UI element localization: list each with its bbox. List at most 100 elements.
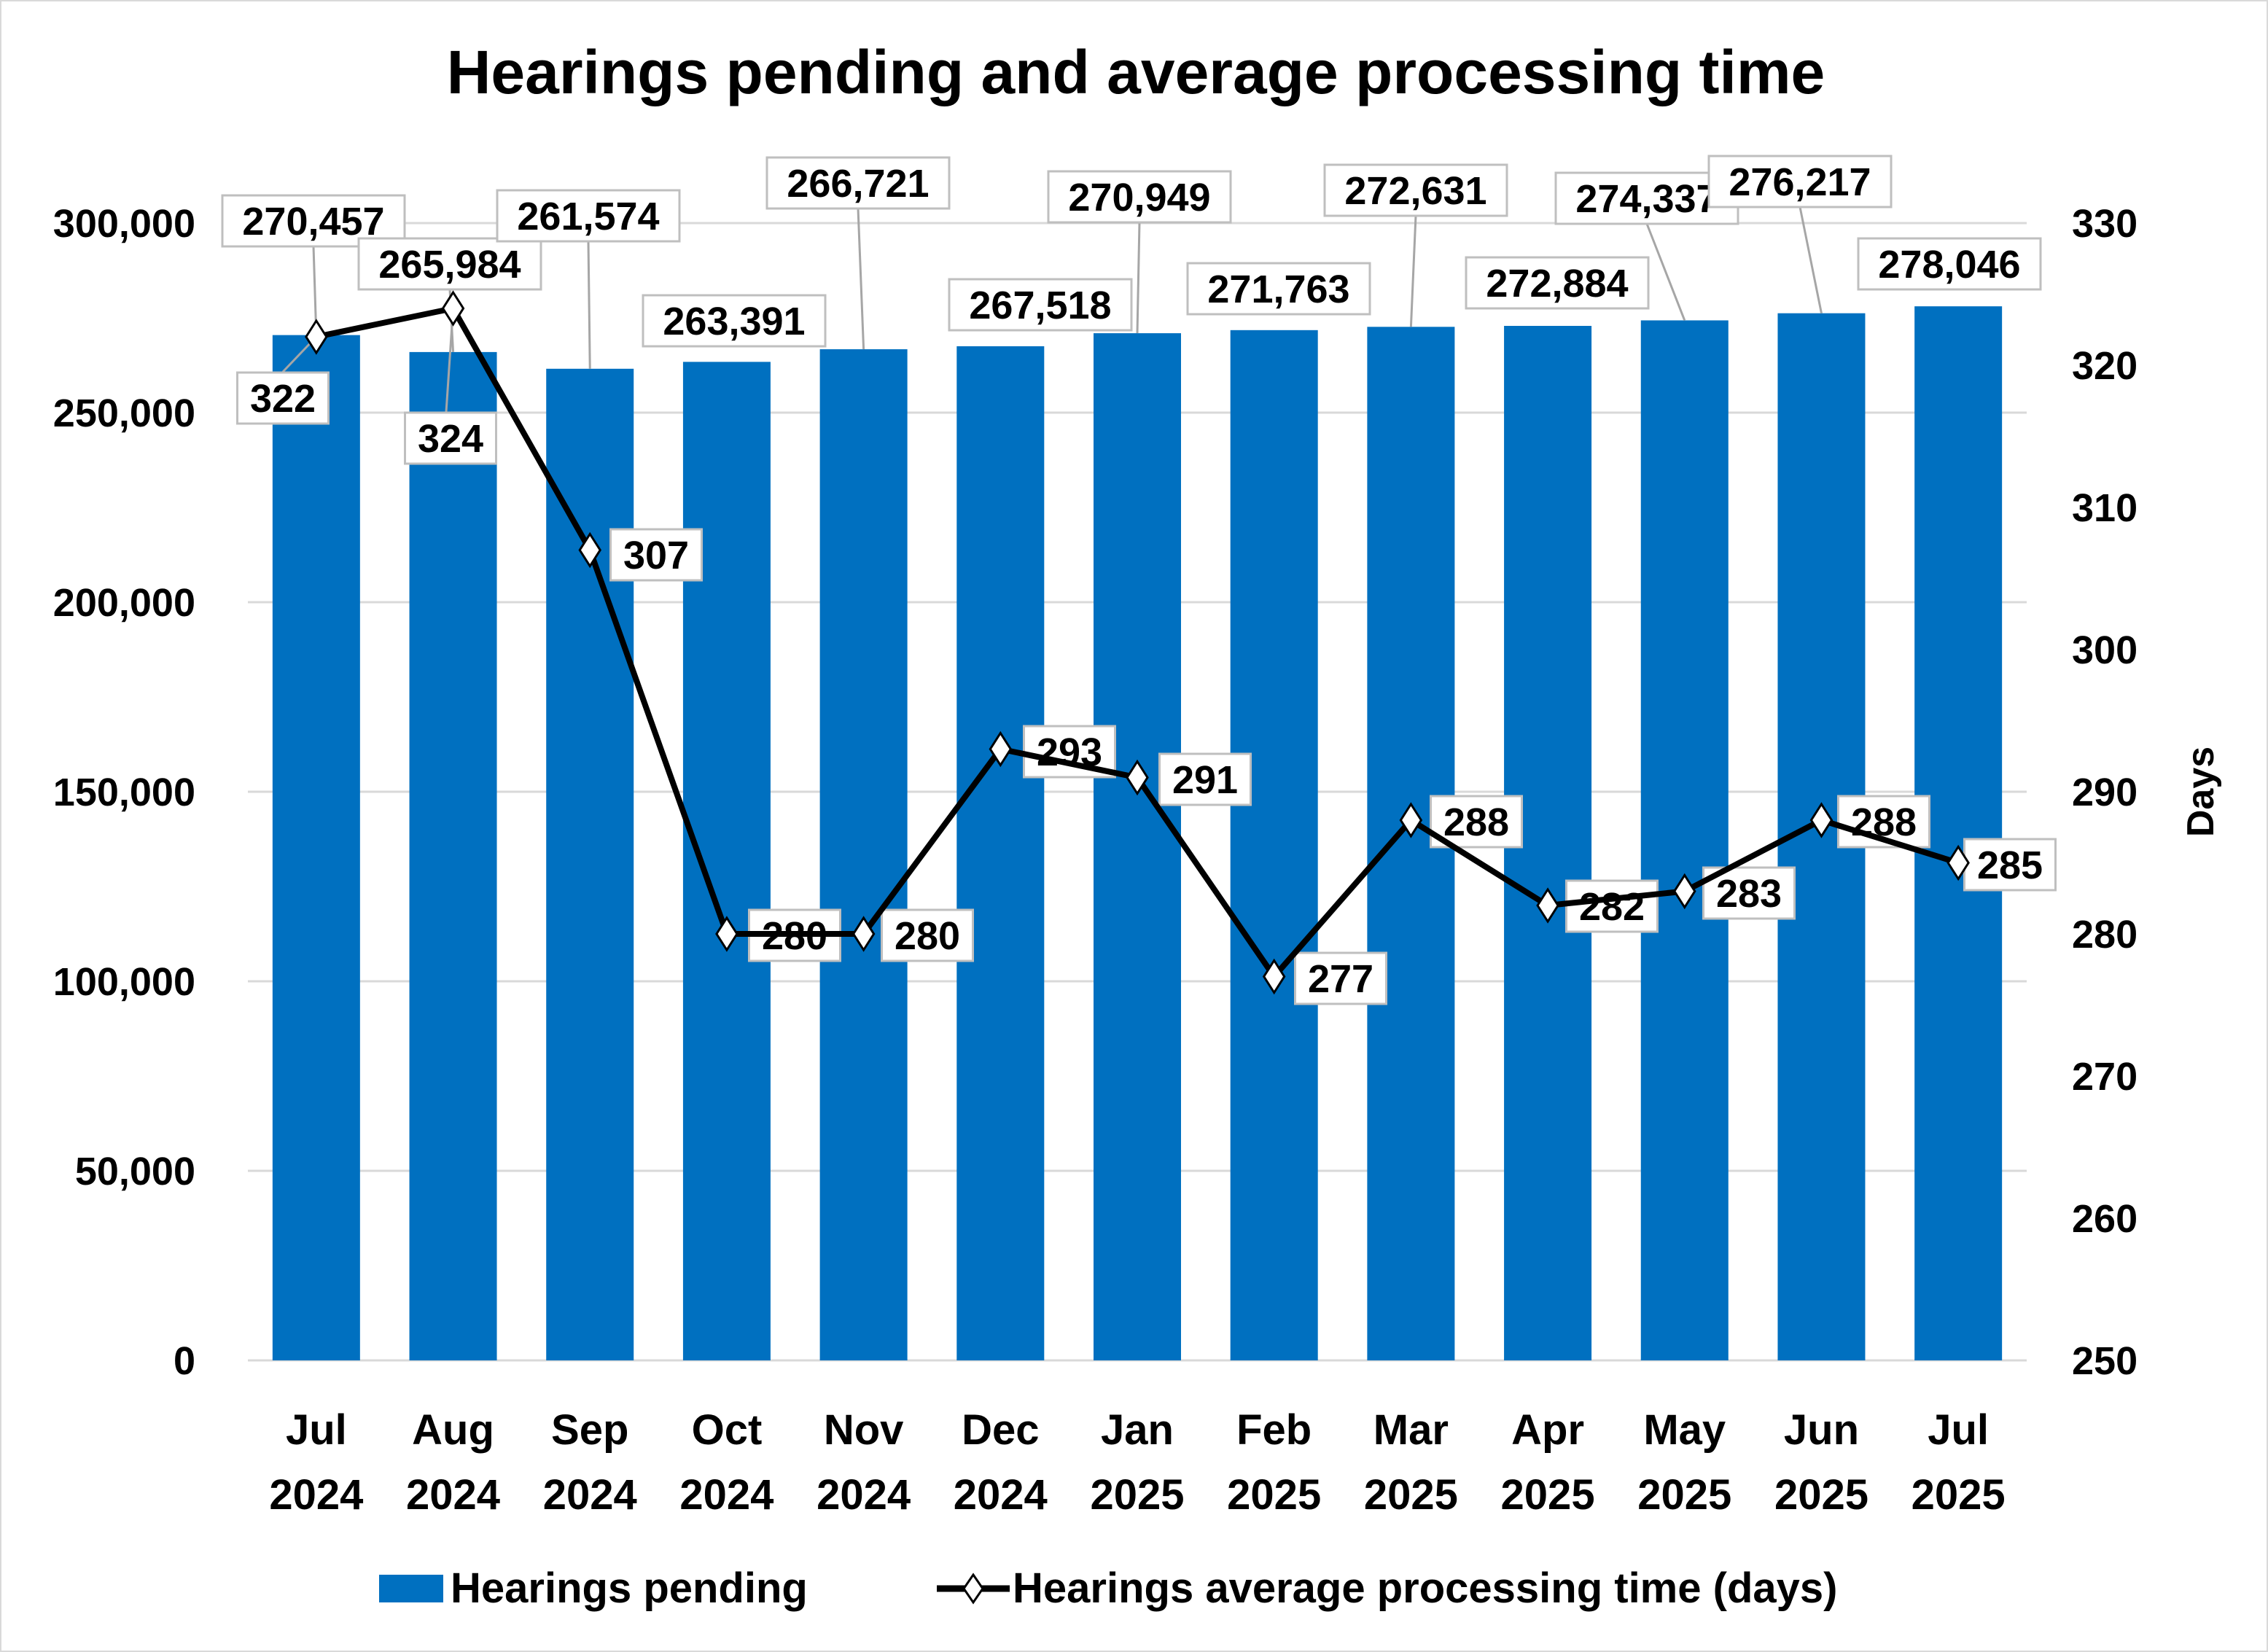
leader-line (857, 208, 865, 350)
x-axis-tick-month: Apr (1511, 1406, 1584, 1454)
bar-data-label: 263,391 (663, 300, 805, 343)
right-axis-tick-label: 300 (2072, 628, 2138, 672)
right-axis-tick-label: 270 (2072, 1055, 2138, 1099)
line-data-label-box (1158, 752, 1252, 806)
x-axis-tick-year: 2025 (1227, 1471, 1321, 1519)
left-axis-tick-label: 100,000 (53, 960, 195, 1004)
line-marker-diamond (1946, 844, 1970, 881)
bar-data-label-box (1323, 163, 1508, 217)
line-marker-diamond (578, 531, 602, 569)
line-marker-diamond (1809, 802, 1834, 838)
line-series-processing-time (305, 290, 1970, 995)
right-axis-ticks: 250 260 270 280 290 300 310 320 330 (2072, 202, 2138, 1383)
leader-line (587, 241, 591, 369)
line-data-label: 324 (418, 417, 483, 461)
bar-data-label-box (1857, 237, 2042, 291)
line-marker-diamond (715, 916, 739, 952)
x-axis-tick-year: 2025 (1090, 1471, 1184, 1519)
left-axis-tick-label: 150,000 (53, 771, 195, 814)
right-axis-tick-label: 260 (2072, 1197, 2138, 1241)
line-data-label-box (881, 908, 974, 962)
bar-data-label: 274,337 (1575, 177, 1718, 221)
bar (1230, 330, 1318, 1360)
right-axis-tick-label: 290 (2072, 771, 2138, 814)
x-axis-tick-year: 2024 (543, 1471, 637, 1519)
bar-data-label: 272,884 (1486, 262, 1628, 305)
line-marker-diamond (305, 319, 328, 355)
chart-title: Hearings pending and average processing … (447, 38, 1825, 106)
x-axis-tick-year: 2024 (406, 1471, 500, 1519)
bar-data-label: 265,984 (378, 243, 521, 287)
bar (682, 362, 771, 1360)
line-data-label: 285 (1977, 843, 2043, 887)
line-data-label: 283 (1716, 872, 1782, 916)
line-data-label: 307 (623, 534, 689, 577)
x-axis-tick-year: 2024 (679, 1471, 773, 1519)
bar-data-label: 266,721 (787, 162, 929, 206)
bar-data-label-box (1465, 256, 1650, 310)
bar-data-label-box (642, 294, 827, 348)
x-axis-tick-month: Dec (962, 1406, 1039, 1454)
x-axis-tick-month: Jan (1101, 1406, 1174, 1454)
line-data-label-box (1565, 879, 1659, 933)
bar-data-label-box (948, 278, 1133, 332)
bar-data-label: 267,518 (969, 284, 1111, 327)
line-data-label-box (236, 371, 330, 425)
x-axis-tick-month: May (1643, 1406, 1726, 1454)
right-axis-tick-label: 250 (2072, 1339, 2138, 1383)
line-data-label: 322 (250, 377, 316, 421)
left-axis-tick-label: 0 (174, 1339, 195, 1383)
right-axis-tick-label: 320 (2072, 344, 2138, 388)
bar-data-label-box (1554, 171, 1739, 225)
left-axis-tick-label: 250,000 (53, 391, 195, 435)
bar (1640, 320, 1729, 1360)
right-axis-title: Days (2180, 747, 2222, 837)
line-marker-diamond (1399, 802, 1423, 838)
bar-data-label-box (765, 156, 951, 210)
legend-swatch-hearings-pending (379, 1575, 443, 1602)
x-axis-tick-month: Nov (824, 1406, 904, 1454)
x-axis-tick-month: Mar (1373, 1406, 1449, 1454)
left-axis-tick-label: 200,000 (53, 581, 195, 625)
left-axis-tick-label: 300,000 (53, 202, 195, 246)
line-data-label-box (1963, 838, 2057, 892)
right-axis-tick-label: 310 (2072, 486, 2138, 530)
line-data-label-box (404, 411, 497, 465)
bar-data-label-box (1186, 262, 1371, 316)
x-axis-tick-year: 2025 (1637, 1471, 1731, 1519)
line-data-label: 277 (1308, 957, 1373, 1001)
line-marker-diamond (1536, 887, 1559, 924)
x-axis-tick-month: Jun (1784, 1406, 1859, 1454)
right-axis-tick-label: 280 (2072, 913, 2138, 956)
bar-series-hearings-pending (272, 306, 2003, 1361)
line-marker-diamond (441, 290, 465, 327)
bar (819, 349, 908, 1361)
x-axis-tick-month: Aug (412, 1406, 494, 1454)
leader-line (445, 308, 455, 413)
x-axis-tick-year: 2025 (1501, 1471, 1595, 1519)
x-axis-tick-month: Jul (286, 1406, 347, 1454)
bar-data-label: 270,457 (242, 200, 384, 243)
left-axis-tick-label: 50,000 (75, 1150, 195, 1193)
x-axis-tick-year: 2024 (954, 1471, 1048, 1519)
x-axis-tick-year: 2025 (1364, 1471, 1458, 1519)
leader-line (1136, 222, 1141, 334)
bar-data-label-box (1707, 155, 1893, 209)
right-axis-tick-label: 330 (2072, 202, 2138, 246)
line-marker-diamond (989, 730, 1013, 768)
leader-line (1645, 223, 1686, 321)
x-axis-tick-year: 2025 (1774, 1471, 1868, 1519)
bar-data-label: 276,217 (1729, 160, 1871, 204)
bar (409, 351, 497, 1361)
bar-data-label: 272,631 (1344, 169, 1486, 213)
x-axis-ticks: Jul 2024 Aug 2024 Sep 2024 Oct 2024 Nov 2024 Dec 20… (269, 1406, 2005, 1519)
bar-data-label: 278,046 (1878, 243, 2020, 287)
line-data-label: 280 (895, 914, 960, 958)
bar (1094, 333, 1181, 1360)
bar (956, 346, 1045, 1361)
legend-label-processing-time: Hearings average processing time (days) (1013, 1565, 1837, 1612)
bar (546, 368, 634, 1360)
line-data-label-box (609, 528, 703, 582)
